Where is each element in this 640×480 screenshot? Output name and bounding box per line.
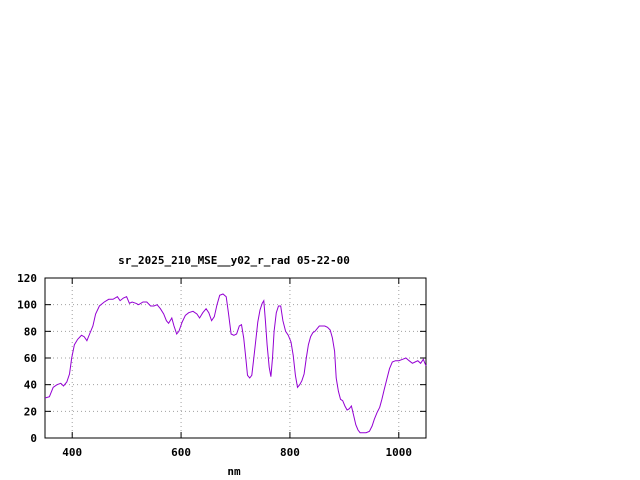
plot-frame: [44, 277, 427, 439]
y-tick-label: 80: [24, 325, 37, 338]
y-tick-label: 20: [24, 405, 37, 418]
x-tick-label: 600: [171, 446, 191, 459]
x-tick-label: 1000: [386, 446, 413, 459]
y-tick-label: 0: [30, 432, 37, 445]
y-tick-label: 60: [24, 352, 37, 365]
y-tick-label: 120: [17, 272, 37, 285]
y-tick-label: 100: [17, 299, 37, 312]
axis-ticks: [45, 277, 426, 439]
grid-lines: [45, 278, 426, 438]
x-tick-label: 800: [280, 446, 300, 459]
chart-title: sr_2025_210_MSE__y02_r_rad 05-22-00: [118, 254, 350, 267]
series-line: [44, 293, 427, 434]
x-axis-label: nm: [227, 465, 241, 478]
x-tick-label: 400: [62, 446, 82, 459]
axis-tick-labels: 0 20 40 60 80 100 120 400 600 800 1000: [17, 272, 412, 459]
y-tick-label: 40: [24, 379, 37, 392]
data-series-group: [44, 293, 427, 434]
